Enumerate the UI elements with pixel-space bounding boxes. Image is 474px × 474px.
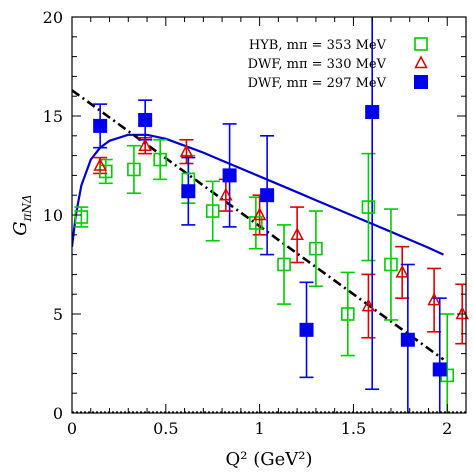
marker-filled-square <box>93 118 108 133</box>
legend: HYB, mπ = 353 MeV DWF, mπ = 330 MeV DWF, m… <box>248 37 428 91</box>
marker-open-square <box>340 307 355 321</box>
marker-open-triangle <box>395 264 409 278</box>
error-bar <box>361 273 376 339</box>
error-bar <box>427 267 442 333</box>
y-tick-label: 10 <box>43 206 63 225</box>
error-bar <box>126 144 141 195</box>
marker-open-square <box>277 257 291 272</box>
y-tick-label: 20 <box>43 8 63 27</box>
fit-line-dashdot <box>72 89 445 361</box>
marker-open-square <box>181 172 196 187</box>
y-tick-label: 0 <box>53 404 63 423</box>
error-bar <box>440 313 455 413</box>
marker-open-square <box>205 204 220 218</box>
x-axis-title: Q² (GeV²) <box>226 449 313 470</box>
marker-open-square <box>153 152 167 167</box>
model-curves <box>72 89 445 361</box>
marker-filled-square <box>432 362 447 377</box>
marker-open-square <box>98 164 113 179</box>
marker-open-triangle <box>219 187 233 201</box>
marker-open-square <box>127 162 141 177</box>
error-bar <box>395 245 410 299</box>
error-bar <box>153 138 168 181</box>
error-bar <box>383 208 398 321</box>
y-tick-label: 15 <box>43 107 63 126</box>
marker-filled-square <box>138 112 153 127</box>
marker-filled-square <box>400 332 415 347</box>
marker-open-triangle <box>93 157 107 171</box>
marker-open-square <box>384 257 398 272</box>
data-markers <box>74 105 469 383</box>
x-tick-label: 1 <box>255 419 265 438</box>
y-axis-title-main: G <box>10 221 31 235</box>
error-bar <box>340 271 355 357</box>
axes <box>71 16 467 414</box>
error-bar <box>179 138 194 165</box>
fit-curve-solid <box>72 133 444 256</box>
x-tick-label: 0.5 <box>153 419 178 438</box>
error-bar <box>308 210 323 288</box>
axis-titles: Q² (GeV²) GπNΔ <box>10 194 313 470</box>
marker-filled-square <box>222 168 237 183</box>
error-bar <box>361 152 376 262</box>
x-tick-label: 1.5 <box>341 419 366 438</box>
legend-label: DWF, mπ = 297 MeV <box>248 76 387 91</box>
marker-open-square <box>249 216 263 230</box>
marker-filled-square <box>260 188 275 203</box>
legend-label: DWF, mπ = 330 MeV <box>248 57 387 72</box>
marker-filled-square <box>299 322 314 337</box>
marker-filled-square <box>181 184 196 199</box>
marker-open-square <box>309 241 323 256</box>
error-bar <box>277 224 292 305</box>
x-tick-label: 2 <box>442 419 452 438</box>
error-bar <box>98 158 113 185</box>
marker-filled-square <box>414 75 428 89</box>
marker-open-square <box>74 210 89 224</box>
error-bar <box>290 206 305 264</box>
marker-open-triangle <box>361 298 376 312</box>
marker-open-triangle <box>179 144 194 157</box>
legend-label: HYB, mπ = 353 MeV <box>249 38 387 53</box>
marker-open-triangle <box>290 227 304 241</box>
marker-open-square <box>414 37 428 51</box>
y-axis-title-subscript: πNΔ <box>20 194 34 222</box>
marker-open-triangle <box>414 55 428 69</box>
x-tick-label: 0 <box>67 419 77 438</box>
marker-open-triangle <box>455 306 469 320</box>
marker-open-triangle <box>138 138 152 151</box>
marker-open-triangle <box>252 207 267 221</box>
y-tick-label: 5 <box>53 305 63 324</box>
marker-open-triangle <box>427 292 441 306</box>
y-axis-title: GπNΔ <box>10 194 34 235</box>
marker-open-square <box>361 200 376 214</box>
marker-filled-square <box>365 105 380 120</box>
error-bar <box>205 180 220 242</box>
